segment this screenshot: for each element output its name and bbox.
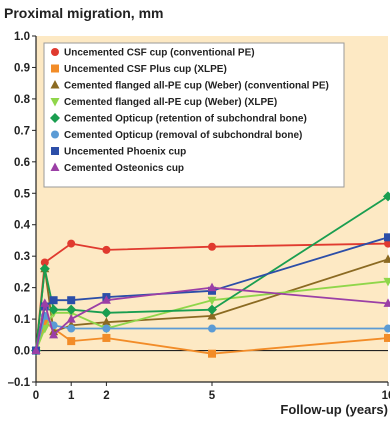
legend-marker: [50, 80, 60, 89]
data-point: [39, 263, 50, 274]
data-point: [40, 298, 50, 307]
legend-label: Uncemented Phoenix cup: [64, 147, 186, 158]
legend-marker: [50, 113, 60, 123]
y-tick-label: 0.8: [14, 94, 31, 106]
data-point: [66, 314, 76, 323]
data-point: [67, 324, 76, 333]
legend-marker: [50, 162, 60, 171]
data-point: [40, 318, 49, 327]
legend-marker: [51, 130, 59, 139]
legend-label: Cemented flanged all-PE cup (Weber) (con…: [64, 81, 329, 92]
series-8: [31, 282, 390, 355]
data-point: [383, 298, 390, 307]
y-tick-label: 1.0: [14, 31, 30, 43]
y-tick-label: 0.7: [14, 125, 30, 137]
x-tick-label: 5: [209, 390, 216, 402]
data-point: [207, 310, 217, 320]
data-point: [101, 307, 112, 318]
y-tick-label: 0.6: [14, 157, 30, 169]
data-point: [102, 333, 111, 342]
y-axis-title: Proximal migration, mm: [4, 5, 163, 21]
legend-marker: [51, 64, 59, 73]
y-tick-label: 0.1: [14, 314, 31, 326]
data-point: [49, 329, 59, 339]
legend-label: Cemented Osteonics cup: [64, 163, 184, 174]
data-point: [207, 282, 217, 292]
data-point: [66, 304, 77, 315]
x-tick-label: 2: [103, 390, 109, 402]
data-point: [384, 333, 390, 342]
data-point: [383, 191, 390, 202]
data-point: [102, 245, 111, 254]
data-point: [102, 324, 111, 333]
legend-label: Cemented Opticup (removal of subchondral…: [64, 130, 302, 141]
legend-box: [43, 42, 345, 188]
x-tick-label: 0: [33, 390, 39, 402]
data-point: [48, 304, 59, 315]
y-tick-label: –0.1: [8, 377, 31, 389]
x-tick-label: 1: [68, 390, 75, 402]
y-tick-label: 0.5: [14, 188, 31, 200]
series-layer: [31, 191, 390, 358]
data-point: [31, 345, 41, 355]
x-axis-title: Follow-up (years): [280, 402, 388, 417]
data-point: [67, 337, 76, 346]
y-tick-label: 0.4: [14, 220, 31, 232]
data-point: [208, 324, 216, 333]
data-point: [101, 317, 111, 326]
data-point: [67, 239, 76, 248]
legend-label: Cemented flanged all-PE cup (Weber) (XLP…: [64, 97, 277, 108]
data-point: [208, 349, 216, 358]
data-point: [384, 239, 390, 248]
x-tick-label: 10: [382, 390, 390, 402]
data-point: [207, 296, 217, 306]
legend-label: Cemented Opticup (retention of subchondr…: [64, 114, 307, 125]
data-point: [49, 296, 58, 305]
data-point: [207, 304, 217, 315]
y-tick-label: 0.2: [14, 283, 30, 295]
data-point: [101, 295, 111, 304]
data-point: [208, 242, 216, 251]
data-point: [383, 277, 390, 287]
legend-label: Uncemented CSF Plus cup (XLPE): [64, 64, 227, 75]
data-point: [383, 254, 390, 263]
data-point: [384, 324, 390, 333]
y-tick-label: 0.0: [14, 346, 30, 358]
y-tick-label: 0.3: [14, 251, 30, 263]
legend-marker: [50, 98, 60, 107]
data-point: [40, 258, 49, 267]
data-point: [384, 233, 390, 242]
legend-marker: [51, 147, 59, 155]
data-point: [67, 296, 76, 305]
y-tick-label: 0.9: [14, 62, 30, 74]
legend: Uncemented CSF cup (conventional PE) Unce…: [50, 48, 329, 174]
legend-label: Uncemented CSF cup (conventional PE): [64, 48, 255, 59]
legend-marker: [51, 48, 59, 56]
